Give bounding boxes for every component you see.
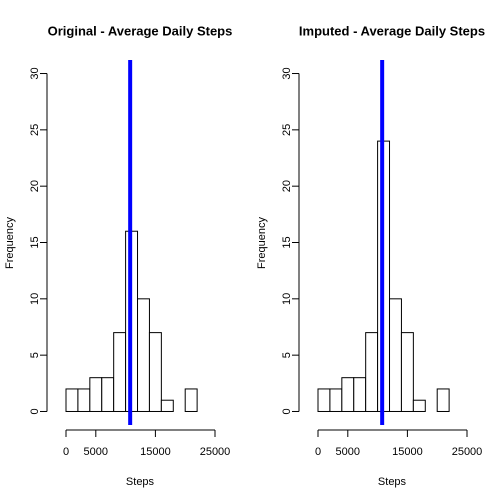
bar bbox=[89, 377, 103, 412]
y-tick-label: 5 bbox=[281, 352, 293, 358]
x-axis-label: Steps bbox=[378, 476, 407, 488]
y-tick-label: 20 bbox=[29, 180, 41, 192]
y-axis-label: Frequency bbox=[256, 217, 268, 269]
bar bbox=[341, 377, 355, 412]
y-tick-label: 15 bbox=[29, 236, 41, 248]
y-tick-label: 15 bbox=[281, 236, 293, 248]
y-tick-label: 10 bbox=[281, 293, 293, 305]
bar bbox=[365, 332, 379, 412]
x-tick-label: 15000 bbox=[392, 446, 423, 458]
y-tick-label: 25 bbox=[29, 124, 41, 136]
y-tick-label: 0 bbox=[281, 408, 293, 414]
y-tick-label: 10 bbox=[29, 293, 41, 305]
bar bbox=[412, 399, 426, 412]
bar bbox=[329, 388, 343, 412]
x-tick-label: 0 bbox=[315, 446, 321, 458]
bar bbox=[353, 377, 367, 412]
x-tick-label: 5000 bbox=[336, 446, 360, 458]
bar bbox=[148, 332, 162, 412]
x-tick-label: 5000 bbox=[84, 446, 108, 458]
bar bbox=[317, 388, 331, 412]
bar bbox=[113, 332, 127, 412]
y-tick-label: 30 bbox=[281, 67, 293, 79]
bar bbox=[101, 377, 115, 412]
y-tick-label: 0 bbox=[29, 408, 41, 414]
bar bbox=[160, 399, 174, 412]
bar bbox=[65, 388, 79, 412]
x-tick-label: 15000 bbox=[140, 446, 171, 458]
bar bbox=[389, 298, 402, 412]
y-tick-label: 25 bbox=[281, 124, 293, 136]
bar bbox=[400, 332, 414, 412]
bar bbox=[184, 388, 198, 412]
chart-title: Imputed - Average Daily Steps bbox=[299, 23, 485, 38]
x-tick-label: 0 bbox=[63, 446, 69, 458]
chart-title: Original - Average Daily Steps bbox=[48, 23, 233, 38]
y-tick-label: 20 bbox=[281, 180, 293, 192]
bar bbox=[77, 388, 91, 412]
y-axis-label: Frequency bbox=[4, 217, 16, 269]
x-tick-label: 25000 bbox=[200, 446, 231, 458]
y-tick-label: 5 bbox=[29, 352, 41, 358]
x-tick-label: 25000 bbox=[452, 446, 483, 458]
x-axis-label: Steps bbox=[126, 476, 155, 488]
y-tick-label: 30 bbox=[29, 67, 41, 79]
bar bbox=[436, 388, 450, 412]
bar bbox=[137, 298, 150, 412]
